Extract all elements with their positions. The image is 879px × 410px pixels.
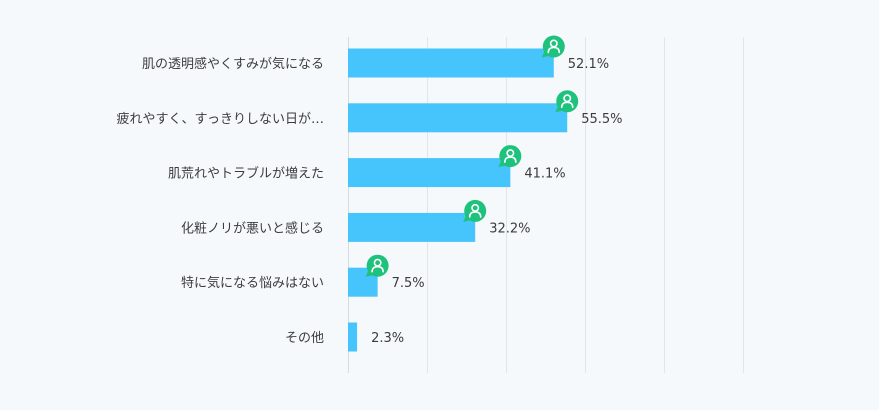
value-labels: 52.1% 55.5% 41.1% 32.2% 7.5% 2.3% (371, 57, 622, 346)
person-icon (555, 90, 579, 113)
bars (348, 48, 568, 352)
person-icon (541, 35, 565, 58)
category-label: 肌荒れやトラブルが増えた (168, 166, 324, 182)
markers (365, 35, 579, 277)
gridlines (348, 37, 744, 373)
value-label: 52.1% (568, 57, 609, 72)
bar (348, 158, 511, 188)
person-icon (365, 254, 389, 277)
category-label: その他 (285, 331, 324, 346)
category-label: 肌の透明感やくすみが気になる (142, 56, 324, 72)
person-icon (463, 199, 487, 222)
person-icon (498, 145, 522, 168)
bar (348, 212, 476, 242)
bar (348, 103, 568, 133)
value-label: 7.5% (392, 276, 425, 291)
value-label: 2.3% (371, 331, 404, 346)
category-label: 特に気になる悩みはない (181, 275, 324, 291)
value-label: 41.1% (524, 167, 565, 182)
category-label: 化粧ノリが悪いと感じる (181, 220, 324, 236)
value-label: 55.5% (581, 112, 622, 127)
bar (348, 322, 358, 352)
value-label: 32.2% (489, 221, 530, 236)
category-label: 疲れやすく、すっきりしない日が… (117, 111, 324, 127)
bar (348, 48, 554, 78)
